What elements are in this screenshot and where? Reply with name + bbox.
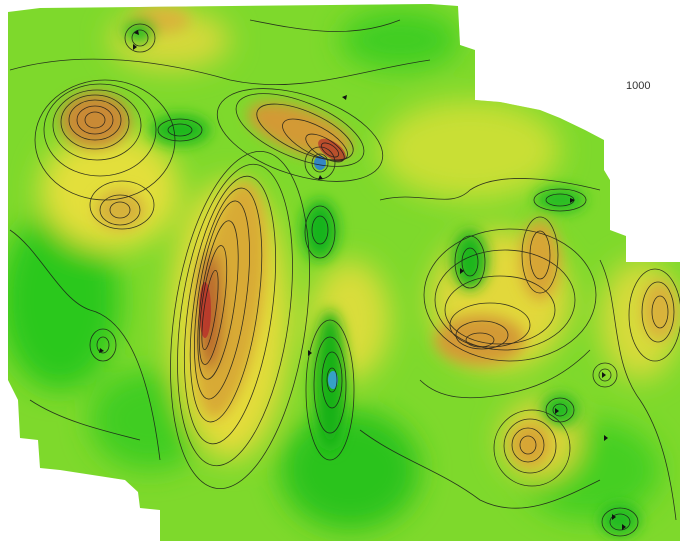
depression-tick-marks-icon (99, 30, 626, 530)
contour-lines (9, 19, 680, 537)
scale-label: 1000 (626, 80, 651, 92)
